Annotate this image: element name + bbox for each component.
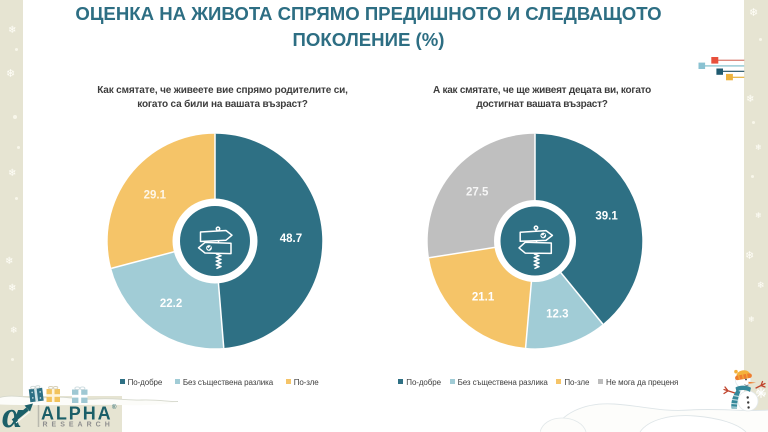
svg-text:ALPHA: ALPHA xyxy=(41,404,113,424)
svg-text:27.5: 27.5 xyxy=(466,186,489,198)
svg-text:21.1: 21.1 xyxy=(472,291,495,303)
svg-text:29.1: 29.1 xyxy=(144,189,167,201)
svg-text:®: ® xyxy=(112,404,117,411)
svg-text:22.2: 22.2 xyxy=(160,298,182,310)
svg-text:48.7: 48.7 xyxy=(280,232,302,244)
svg-text:RESEARCH: RESEARCH xyxy=(43,422,114,429)
svg-text:39.1: 39.1 xyxy=(595,210,618,222)
svg-text:12.3: 12.3 xyxy=(546,308,568,320)
svg-text:α: α xyxy=(2,395,23,432)
